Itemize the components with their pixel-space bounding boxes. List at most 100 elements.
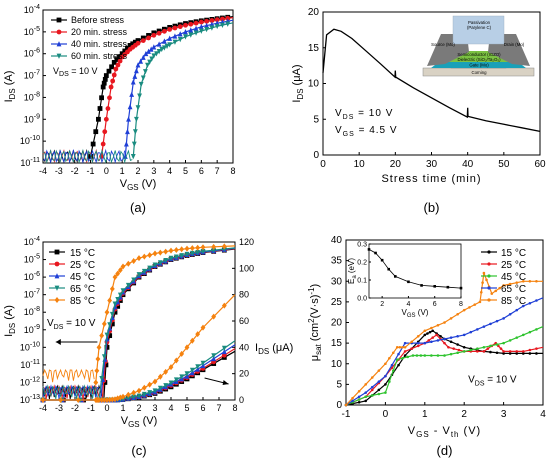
data-point [99,375,105,382]
data-point-linear [200,360,206,367]
data-point [131,277,137,283]
data-point [462,345,466,349]
data-point [430,354,433,357]
data-point [147,252,153,259]
data-point [106,68,112,74]
inset-point [446,285,450,289]
label-passivation: Passivation [468,20,491,25]
inset-x-tick-label: 6 [433,301,437,308]
inset-y-tick-label: 0.1 [357,278,367,285]
data-point [109,64,115,70]
y-axis-label: IDS (A) [3,71,17,103]
y-tick-label: 30 [331,276,343,287]
data-point [132,129,138,135]
inset-point [393,275,397,278]
data-point [469,330,473,334]
series-line [345,272,543,406]
data-point [449,340,453,344]
data-point [103,116,109,122]
data-point [198,28,204,34]
data-point [189,245,195,252]
x-tick-label: 2 [136,403,141,413]
data-point [147,59,153,65]
data-point [188,32,194,38]
data-point [156,49,162,55]
legend-label: 65 °C [501,284,526,295]
data-point [195,249,201,256]
inset-line [368,249,462,289]
data-point [161,28,167,34]
x-tick-label: 4 [167,166,172,176]
data-point [163,248,169,255]
inset-activation-energy: 2 4 6 8 0.0 0.1 0.2 0.3 VGS (V) Ea (eV) [347,242,463,320]
x-tick-label: 8 [232,403,237,413]
x-tick-label: 3 [152,403,157,413]
data-point [115,303,121,309]
data-point-linear [189,337,195,344]
legend-label: 45 °C [501,272,526,283]
data-point [195,244,201,251]
data-point [456,351,459,355]
y-tick-label: 25 [331,297,343,308]
data-point [135,38,141,43]
data-point [456,312,459,316]
data-point [403,350,407,353]
data-point [122,153,128,159]
annotation-vds: VDS = 10 V [468,374,517,387]
data-point [364,395,368,399]
data-point [126,116,131,122]
data-point [482,271,486,275]
data-point [221,243,227,250]
data-point [476,347,479,350]
data-point [398,345,402,349]
data-point [146,48,151,54]
data-point-linear [179,350,185,357]
data-point [140,75,146,81]
data-point [430,326,433,330]
data-point-linear [131,394,137,400]
data-point-linear [58,397,63,403]
data-point [351,396,354,400]
data-point [535,299,538,302]
y-tick-label: 15 [308,43,320,54]
legend-marker [54,273,60,279]
data-point [108,84,114,90]
data-point-linear [189,367,195,374]
data-point-linear [104,397,110,403]
data-point [163,257,169,264]
data-point-linear [147,390,153,396]
data-point [125,128,130,135]
annotation-bias: VDS = 10 V [335,108,393,121]
data-point [140,35,146,41]
y-tick-label: 10-9 [24,324,40,335]
y-right-tick-label: 40 [239,342,249,352]
data-point [416,344,420,348]
x-tick-label: -3 [55,403,63,413]
data-point [99,95,104,101]
data-point [416,341,420,345]
data-point [143,50,149,57]
data-point [478,300,482,304]
label-gate: Gate (Mo) [469,63,489,68]
data-point [439,334,442,338]
data-point [384,374,387,378]
data-point [117,267,123,274]
data-point [141,268,147,275]
x-tick-label: 2 [461,409,467,420]
series-line-log [101,248,236,401]
y-tick-label: 10-7 [24,70,40,81]
inset-y-tick-label: 0.2 [357,260,367,267]
y-tick-label: 10-5 [24,26,40,37]
data-point [204,22,210,28]
data-point [452,347,455,350]
x-tick-label: 50 [498,159,510,170]
data-point [522,279,525,283]
data-point [115,62,121,68]
data-point [119,51,125,57]
x-tick-label: -4 [39,166,47,176]
data-point [157,260,163,266]
data-point [436,323,440,327]
data-point-linear [96,397,102,403]
data-point [125,282,131,289]
data-point [495,343,499,346]
